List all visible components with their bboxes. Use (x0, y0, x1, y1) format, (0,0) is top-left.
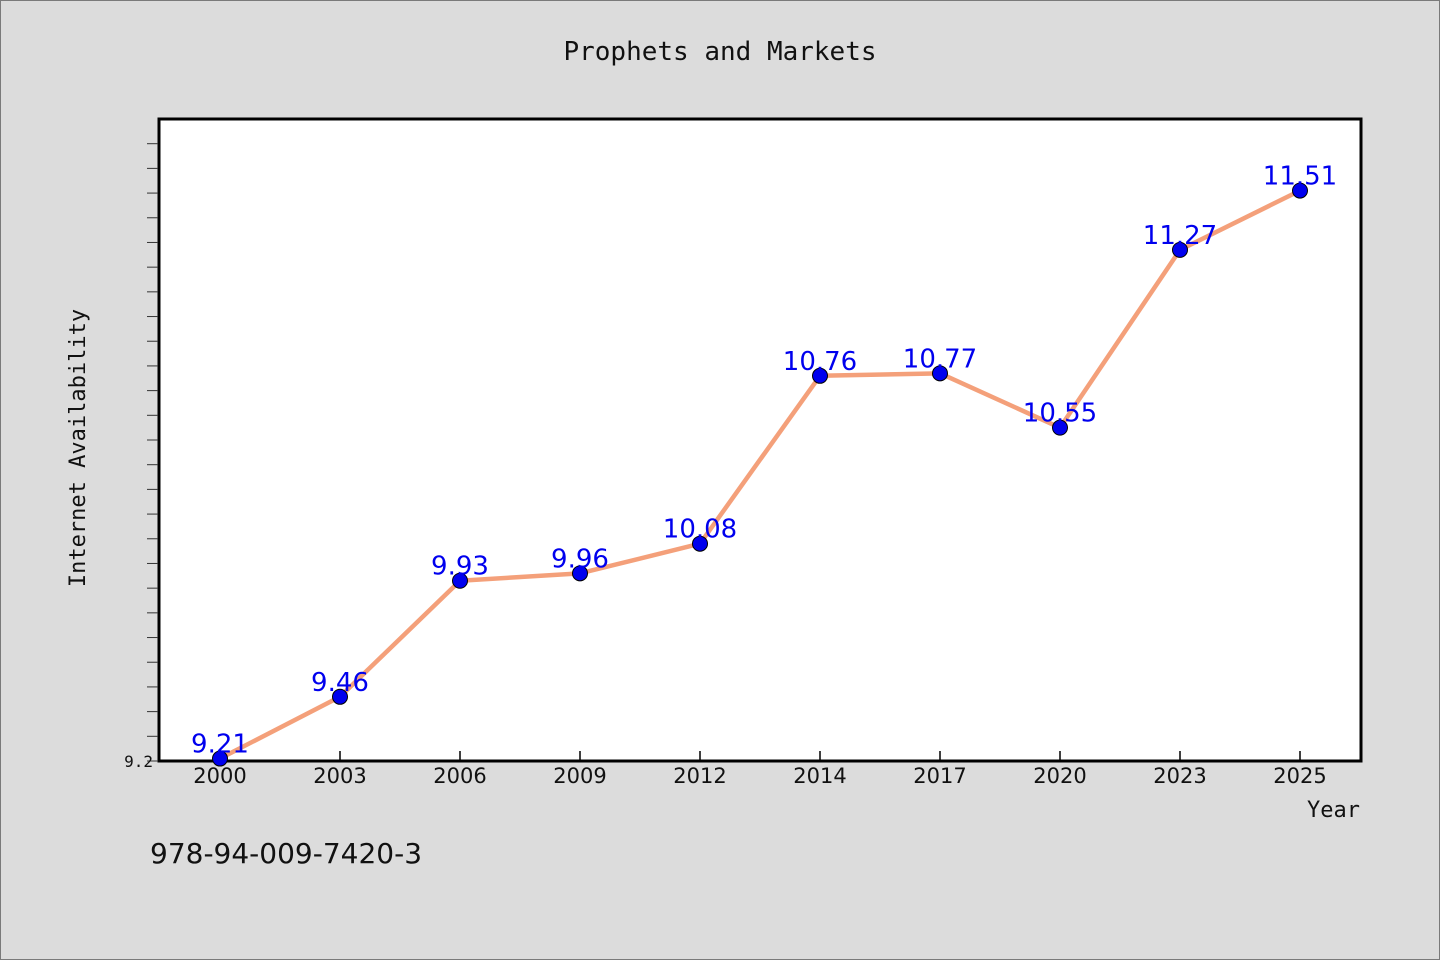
chart-title: Prophets and Markets (563, 37, 876, 67)
data-label: 9.96 (551, 544, 609, 574)
data-point (572, 565, 588, 582)
data-point (692, 535, 708, 552)
x-tick-label: 2025 (1273, 764, 1326, 788)
data-point (452, 572, 468, 589)
data-label: 11.27 (1143, 221, 1217, 251)
y-axis-ticks (147, 143, 158, 762)
data-label: 10.77 (903, 344, 977, 374)
series-line (218, 188, 1301, 761)
data-point (212, 750, 228, 767)
x-axis-title: Year (1307, 798, 1360, 823)
data-point (1172, 241, 1188, 258)
data-label: 11.51 (1263, 162, 1337, 192)
x-tick-label: 2017 (913, 764, 966, 788)
data-point (1292, 182, 1308, 199)
x-tick-label: 2014 (793, 764, 846, 788)
data-label: 10.55 (1023, 399, 1097, 429)
data-point (812, 367, 828, 384)
y-tick-label: 9.2 (124, 752, 153, 771)
y-axis-title: Internet Availability (66, 309, 91, 587)
x-tick-label: 2006 (433, 764, 486, 788)
series-layer: 9.21 9.46 9.93 9.96 10.08 10.76 10.77 10.55 11.2… (191, 162, 1337, 767)
data-label: 9.46 (311, 668, 369, 698)
data-label: 10.08 (663, 515, 737, 545)
x-tick-label: 2012 (673, 764, 726, 788)
x-tick-label: 2020 (1033, 764, 1086, 788)
x-axis-ticks: 2000 2003 2006 2009 2012 2014 2017 2020 2023 2025 (193, 751, 1327, 788)
data-label: 9.21 (191, 730, 249, 760)
isbn-text: 978-94-009-7420-3 (150, 837, 422, 870)
x-tick-label: 2000 (193, 764, 246, 788)
x-tick-label: 2003 (313, 764, 366, 788)
data-label: 10.76 (783, 347, 857, 377)
x-tick-label: 2023 (1153, 764, 1206, 788)
data-point (932, 365, 948, 382)
plot-area (157, 117, 1363, 763)
data-point (332, 688, 348, 705)
data-label: 9.93 (431, 552, 489, 582)
data-point (1052, 419, 1068, 436)
x-tick-label: 2009 (553, 764, 606, 788)
